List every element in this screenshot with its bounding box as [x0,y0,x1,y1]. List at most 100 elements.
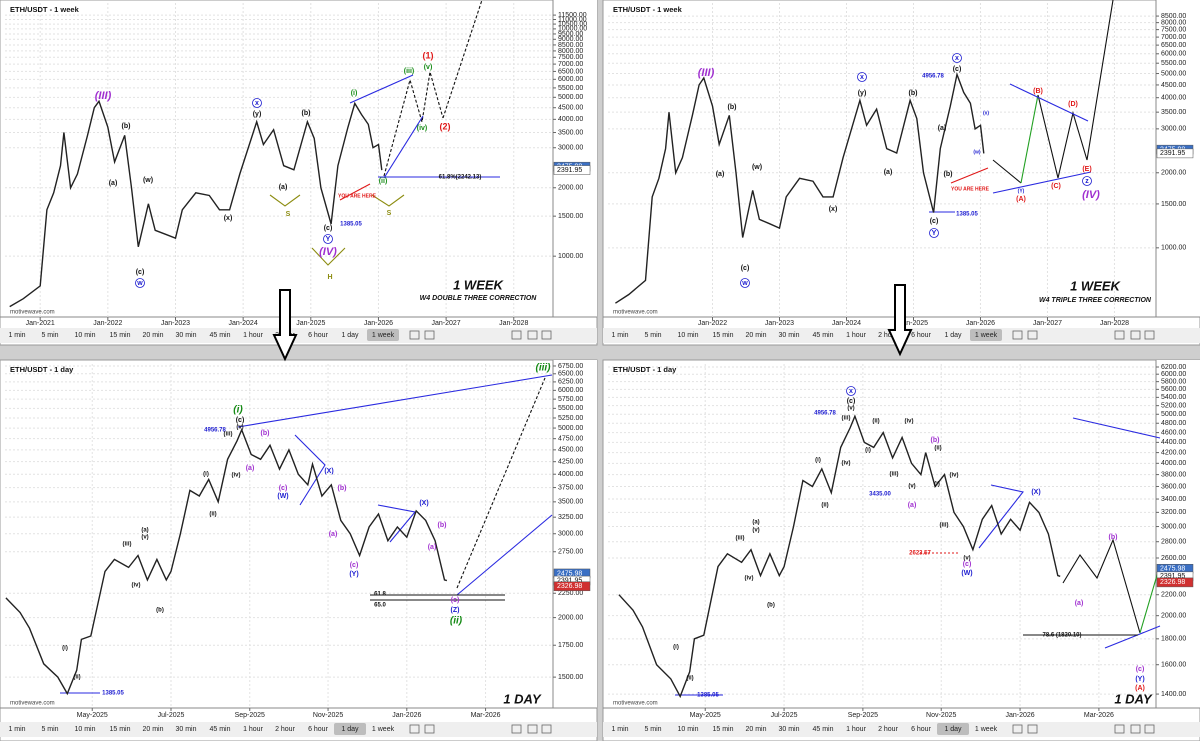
toolbar-button[interactable]: 1 hour [243,726,264,733]
toolbar-icon[interactable] [1027,724,1038,734]
toolbar-button[interactable]: 20 min [745,332,766,339]
axis-background [553,0,597,317]
y-tick-label: 9000.00 [558,36,583,43]
toolbar-icon[interactable] [409,724,420,734]
toolbar-button[interactable]: 45 min [812,726,833,733]
projection-line [269,194,301,207]
toolbar-button[interactable]: 1 min [8,332,25,339]
toolbar-button[interactable]: 5 min [644,726,661,733]
toolbar-button[interactable]: 2 hour [878,332,899,339]
toolbar-button[interactable]: 1 hour [846,332,867,339]
toolbar-icon[interactable] [1144,330,1155,340]
price-marker-label: 2391.95 [557,577,582,584]
wave-circle [323,234,333,244]
toolbar-button[interactable]: 1 week [372,726,395,733]
toolbar-button[interactable]: 15 min [109,332,130,339]
toolbar-button[interactable]: 20 min [142,332,163,339]
wave-label: (iii) [940,523,949,529]
wave-label: x [255,100,259,107]
y-tick-label: 4000.00 [1161,95,1186,102]
toolbar-button[interactable]: 20 min [745,726,766,733]
chart-subtitle: W4 DOUBLE THREE CORRECTION [420,295,538,302]
watermark: motivewave.com [613,701,658,707]
toolbar-button[interactable]: 30 min [778,332,799,339]
y-tick-label: 3500.00 [1161,109,1186,116]
toolbar-button[interactable]: 5 min [41,726,58,733]
toolbar-icon[interactable] [1012,330,1023,340]
toolbar-button[interactable]: 30 min [175,726,196,733]
x-tick-label: Jan-2024 [832,320,861,327]
y-tick-label: 4800.00 [1161,420,1186,427]
toolbar-icon[interactable] [541,330,552,340]
y-tick-label: 5000.00 [558,425,583,432]
toolbar-button[interactable]: 15 min [712,332,733,339]
toolbar-button[interactable]: 1 hour [243,332,264,339]
toolbar-button[interactable]: 1 min [611,332,628,339]
wave-label: (a) [752,520,759,526]
price-line [615,72,985,304]
toolbar-icon[interactable] [424,724,435,734]
y-tick-label: 7000.00 [1161,34,1186,41]
toolbar-icon[interactable] [527,724,538,734]
toolbar-button[interactable]: 45 min [209,332,230,339]
toolbar-button[interactable]: 1 day [944,332,962,339]
toolbar-button[interactable]: 1 day [341,332,359,339]
toolbar-icon[interactable] [1144,724,1155,734]
toolbar-icon[interactable] [1012,724,1023,734]
toolbar-button[interactable]: 10 min [677,726,698,733]
projection-line [1072,417,1161,439]
toolbar-button[interactable]: 10 min [677,332,698,339]
toolbar-button[interactable]: 20 min [142,726,163,733]
toolbar-icon[interactable] [541,724,552,734]
toolbar-button[interactable]: 10 min [74,726,95,733]
x-tick-label: Mar-2026 [471,712,501,719]
y-tick-label: 1400.00 [1161,691,1186,698]
wave-label: (b) [767,603,775,609]
toolbar-button[interactable]: 45 min [209,726,230,733]
down-arrow [272,289,298,362]
toolbar-button[interactable]: 1 week [975,332,998,339]
toolbar-button[interactable]: 5 min [644,332,661,339]
toolbar-button[interactable]: 1 week [975,726,998,733]
toolbar-button[interactable]: 6 hour [911,726,932,733]
wave-label: (b) [261,430,270,437]
toolbar-button[interactable]: 30 min [175,332,196,339]
toolbar-button[interactable]: 1 day [944,726,962,733]
y-tick-label: 4000.00 [1161,460,1186,467]
toolbar-icon[interactable] [1114,330,1125,340]
toolbar-button[interactable]: 1 min [611,726,628,733]
toolbar-button[interactable]: 15 min [109,726,130,733]
wave-label: (i) [233,405,243,416]
wave-label: (IV) [1082,189,1100,201]
toolbar-icon[interactable] [527,330,538,340]
toolbar-button[interactable]: 2 hour [878,726,899,733]
toolbar-button[interactable]: 10 min [74,332,95,339]
wave-label: (x) [983,110,989,116]
toolbar-selected [970,329,1002,341]
toolbar-button[interactable]: 1 week [372,332,395,339]
toolbar-button[interactable]: 1 day [341,726,359,733]
toolbar-icon[interactable] [424,330,435,340]
toolbar-button[interactable]: 6 hour [911,332,932,339]
toolbar-button[interactable]: 45 min [812,332,833,339]
toolbar-button[interactable]: 15 min [712,726,733,733]
wave-label: w [136,280,143,287]
toolbar-icon[interactable] [1027,330,1038,340]
toolbar-button[interactable]: 5 min [41,332,58,339]
toolbar-icon[interactable] [1130,724,1141,734]
toolbar-icon[interactable] [511,330,522,340]
toolbar-button[interactable]: 6 hour [308,726,329,733]
toolbar-button[interactable]: 30 min [778,726,799,733]
toolbar-button[interactable]: 1 min [8,726,25,733]
toolbar-button[interactable]: 2 hour [275,726,296,733]
toolbar-icon[interactable] [409,330,420,340]
toolbar-button[interactable]: 6 hour [308,332,329,339]
toolbar-button[interactable]: 1 hour [846,726,867,733]
toolbar-icon[interactable] [511,724,522,734]
toolbar-icon[interactable] [1114,724,1125,734]
toolbar-selected [334,723,366,735]
wave-label: S [286,211,291,218]
toolbar-icon[interactable] [1130,330,1141,340]
projection-line [311,247,346,266]
y-tick-label: 5500.00 [558,405,583,412]
